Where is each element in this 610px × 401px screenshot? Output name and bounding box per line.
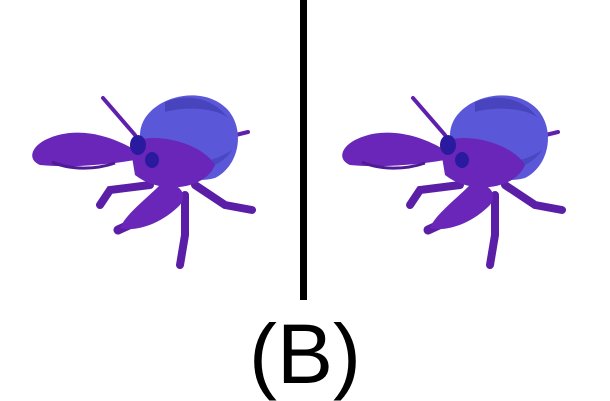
- image-right: [310, 0, 610, 300]
- image-left: [0, 0, 300, 300]
- hermit-crab-image-right: [342, 95, 566, 269]
- hermit-crab-image-left: [32, 95, 256, 269]
- vertical-divider: [300, 0, 307, 300]
- figure-label: (B): [249, 307, 361, 401]
